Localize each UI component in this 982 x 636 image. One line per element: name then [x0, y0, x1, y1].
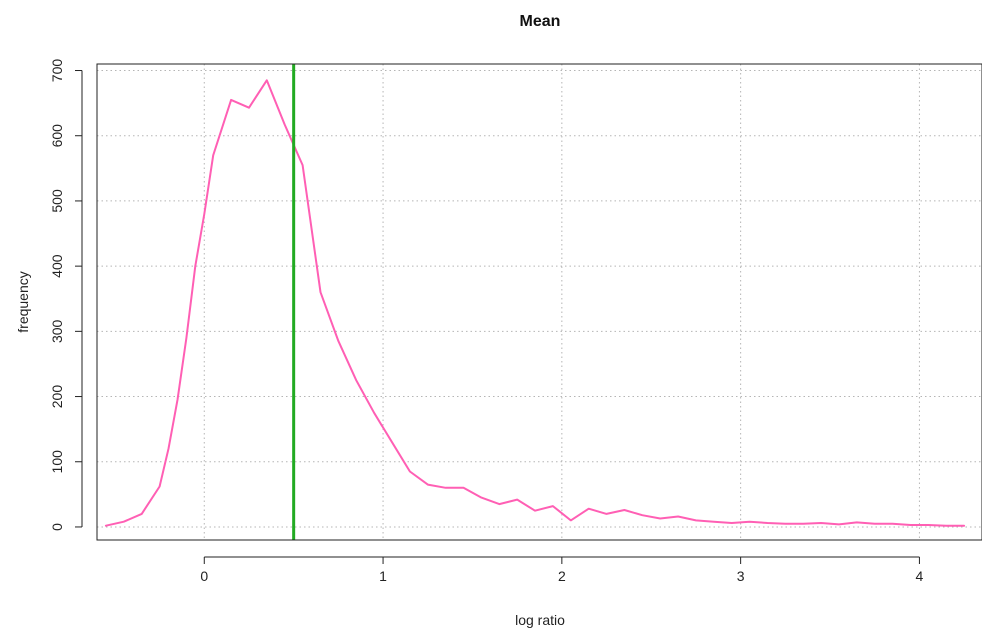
- plot-frame: [96, 63, 982, 541]
- x-tick-label: 0: [200, 568, 208, 584]
- x-tick-label: 1: [379, 568, 387, 584]
- y-tick-label: 500: [49, 189, 65, 213]
- y-tick-label: 0: [49, 523, 65, 531]
- x-tick-label: 2: [558, 568, 566, 584]
- y-tick-label: 700: [49, 59, 65, 83]
- y-tick-label: 200: [49, 385, 65, 409]
- x-tick-label: 3: [737, 568, 745, 584]
- chart-title: Mean: [520, 13, 561, 30]
- x-axis-title: log ratio: [515, 612, 565, 628]
- y-axis-title: frequency: [15, 271, 31, 332]
- series-lines: [104, 79, 966, 527]
- series-line: [104, 79, 966, 527]
- y-tick-label: 400: [49, 254, 65, 278]
- x-tick-label: 4: [916, 568, 924, 584]
- y-tick-label: 100: [49, 450, 65, 474]
- grid-lines: [97, 64, 982, 540]
- y-tick-label: 300: [49, 319, 65, 343]
- y-tick-label: 600: [49, 124, 65, 148]
- axes: 0 1 2 3 4 0 100 200 300 400 500 600 700: [49, 59, 924, 584]
